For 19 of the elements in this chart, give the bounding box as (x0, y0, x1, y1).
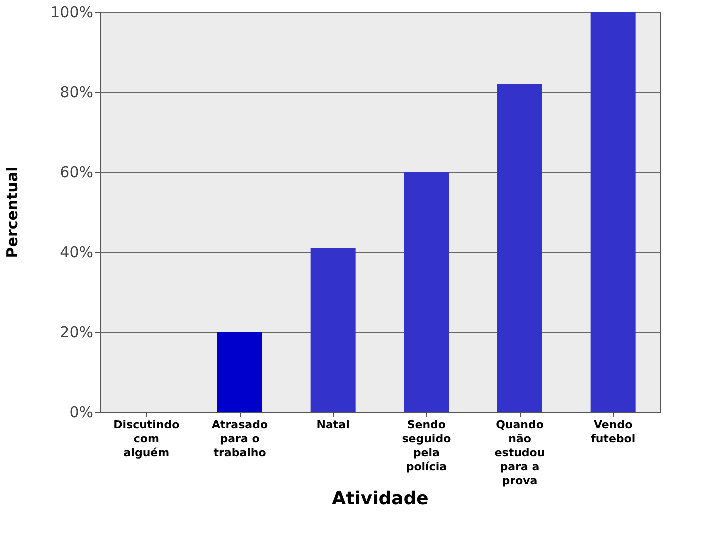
x-tick-label: Quando não estudou para a prova (494, 418, 546, 488)
y-tick-label: 80% (60, 84, 94, 102)
x-axis-title: Atividade (332, 488, 429, 510)
bar (310, 248, 356, 412)
bar (218, 332, 262, 412)
y-tick-label: 100% (50, 4, 94, 22)
x-tick-label: Discutindo com alguém (114, 418, 180, 460)
x-tick-label: Vendo futebol (591, 418, 636, 446)
x-tick-label: Natal (316, 418, 350, 432)
y-tick-label: 60% (60, 164, 94, 182)
y-tick-label: 40% (60, 244, 94, 262)
y-tick-label: 20% (60, 324, 94, 342)
bar (498, 84, 542, 412)
y-axis-title: Percentual (4, 166, 22, 258)
x-tick-label: Sendo seguido pela polícia (402, 418, 452, 474)
bar (590, 12, 636, 412)
bar (404, 172, 450, 412)
x-tick-label: Atrasado para o trabalho (212, 418, 268, 460)
y-tick-label: 0% (70, 404, 94, 422)
